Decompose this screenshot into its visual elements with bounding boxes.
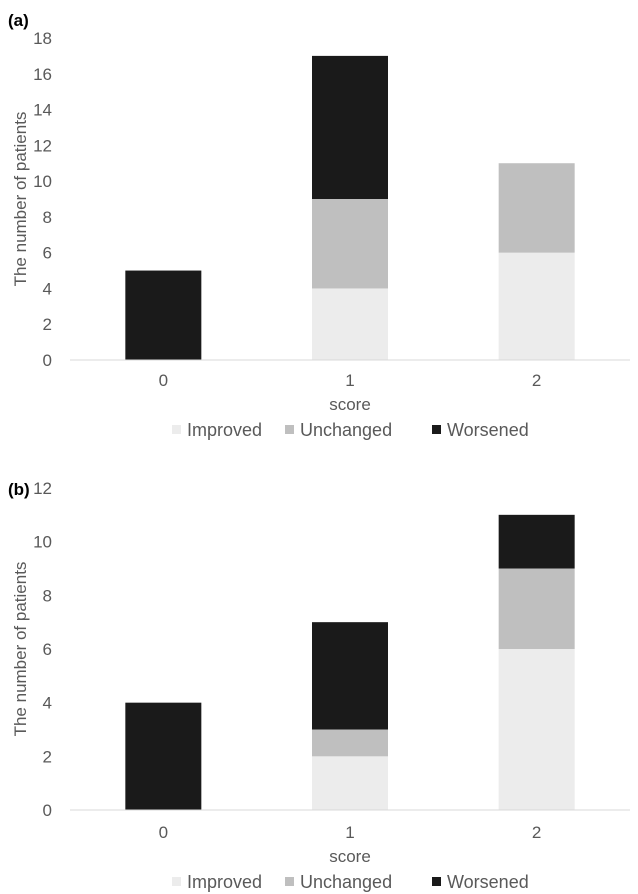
bar-worsened-0-a [125,270,202,360]
ytick-label-b: 12 [33,479,52,498]
x-axis-title-b: score [329,847,371,866]
xtick-label-b: 2 [532,823,541,842]
ytick-label-a: 14 [33,101,52,120]
bar-improved-1-a [312,288,388,360]
ytick-label-a: 4 [43,279,52,298]
y-axis-title-a: The number of patients [11,112,30,287]
y-axis-title-b: The number of patients [11,562,30,737]
legend-label-improved-b: Improved [187,872,262,892]
bar-improved-2-b [498,649,575,810]
legend-swatch-worsened-a [432,425,441,434]
ytick-label-a: 10 [33,172,52,191]
ytick-label-a: 2 [43,315,52,334]
bar-unchanged-2-a [498,163,575,253]
legend-swatch-unchanged-b [285,877,294,886]
bar-worsened-1-b [312,622,388,730]
ytick-label-b: 2 [43,747,52,766]
legend-label-unchanged-b: Unchanged [300,872,392,892]
ytick-label-a: 18 [33,29,52,48]
panel-label-b: (b) [8,480,30,499]
ytick-label-a: 6 [43,244,52,263]
ytick-label-b: 6 [43,640,52,659]
xtick-label-b: 0 [159,823,168,842]
bar-unchanged-1-a [312,199,388,289]
ytick-label-b: 8 [43,586,52,605]
ytick-label-a: 0 [43,351,52,370]
bar-improved-1-b [312,756,388,810]
legend-label-improved-a: Improved [187,420,262,440]
legend-label-worsened-a: Worsened [447,420,529,440]
bar-unchanged-2-b [498,568,575,649]
legend-swatch-unchanged-a [285,425,294,434]
ytick-label-b: 4 [43,694,52,713]
xtick-label-a: 1 [345,371,354,390]
legend-label-unchanged-a: Unchanged [300,420,392,440]
panel-label-a: (a) [8,11,29,30]
legend-swatch-worsened-b [432,877,441,886]
bar-worsened-0-b [125,702,202,810]
ytick-label-a: 16 [33,65,52,84]
bar-improved-2-a [498,252,575,360]
xtick-label-b: 1 [345,823,354,842]
xtick-label-a: 2 [532,371,541,390]
bar-worsened-2-b [498,514,575,569]
legend-swatch-improved-a [172,425,181,434]
x-axis-title-a: score [329,395,371,414]
ytick-label-a: 12 [33,136,52,155]
bar-worsened-1-a [312,55,388,200]
ytick-label-b: 10 [33,533,52,552]
legend-swatch-improved-b [172,877,181,886]
bar-unchanged-1-b [312,729,388,757]
ytick-label-a: 8 [43,208,52,227]
ytick-label-b: 0 [43,801,52,820]
legend-label-worsened-b: Worsened [447,872,529,892]
xtick-label-a: 0 [159,371,168,390]
